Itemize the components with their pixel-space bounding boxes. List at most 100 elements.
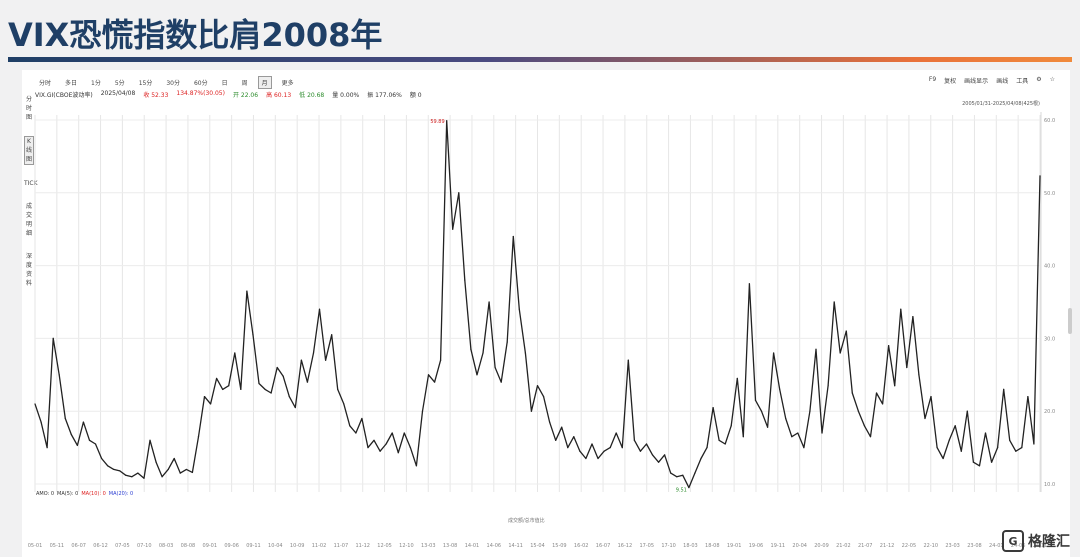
more-button[interactable]: 更多 bbox=[281, 80, 294, 87]
close-value: 收 52.33 bbox=[143, 92, 169, 99]
data-point bbox=[651, 454, 654, 456]
data-point bbox=[294, 406, 296, 409]
data-point bbox=[325, 359, 327, 361]
low-value: 低 20.68 bbox=[299, 92, 325, 99]
period-button-selected[interactable]: 月 bbox=[257, 76, 272, 89]
x-tick-label: 12-10 bbox=[399, 543, 414, 549]
data-point bbox=[960, 450, 962, 452]
data-point bbox=[779, 388, 781, 390]
x-tick-label: 23-08 bbox=[967, 543, 982, 549]
data-point bbox=[246, 290, 248, 292]
data-point bbox=[833, 301, 835, 303]
side-tool-kline[interactable]: K线图 bbox=[24, 136, 34, 165]
data-point bbox=[1003, 388, 1005, 390]
side-tool-tick[interactable]: TICK bbox=[24, 180, 38, 187]
y-tick-label: 40.0 bbox=[1044, 264, 1055, 270]
x-tick-label: 22-10 bbox=[923, 543, 938, 549]
bottom-indicator-label: 成交额/总市值比 bbox=[508, 518, 545, 524]
data-point bbox=[930, 396, 932, 398]
data-point bbox=[954, 425, 956, 427]
data-point bbox=[70, 433, 72, 436]
data-point bbox=[331, 334, 333, 336]
data-point bbox=[264, 388, 266, 390]
favorite-icon[interactable]: ☆ bbox=[1049, 76, 1055, 83]
drawing-button[interactable]: 画线 bbox=[996, 78, 1009, 85]
data-point bbox=[1033, 443, 1035, 445]
period-button[interactable]: 分时 bbox=[39, 80, 52, 87]
data-point bbox=[966, 410, 968, 412]
period-button[interactable]: 日 bbox=[221, 80, 228, 87]
adjust-button[interactable]: 复权 bbox=[944, 78, 957, 85]
data-point bbox=[815, 348, 817, 350]
data-point bbox=[258, 382, 260, 385]
data-point bbox=[948, 439, 950, 441]
data-point bbox=[367, 447, 369, 449]
period-button[interactable]: 5分 bbox=[114, 80, 125, 87]
x-tick-label: 14-01 bbox=[465, 543, 480, 549]
x-tick-label: 19-11 bbox=[771, 543, 786, 549]
data-point bbox=[343, 403, 345, 405]
side-tool-depth[interactable]: 深度资料 bbox=[25, 253, 32, 287]
data-point bbox=[730, 425, 732, 427]
data-point bbox=[337, 388, 339, 390]
data-point bbox=[64, 417, 66, 420]
data-point bbox=[803, 447, 805, 449]
period-button[interactable]: 30分 bbox=[166, 80, 180, 87]
data-point bbox=[288, 396, 290, 398]
data-point bbox=[409, 447, 411, 449]
x-tick-label: 08-08 bbox=[181, 543, 196, 549]
data-point bbox=[58, 374, 60, 376]
data-point bbox=[234, 352, 236, 354]
x-tick-label: 14-06 bbox=[487, 543, 502, 549]
x-tick-label: 13-08 bbox=[443, 543, 458, 549]
x-tick-label: 22-05 bbox=[902, 543, 917, 549]
data-point bbox=[942, 457, 944, 460]
data-point bbox=[203, 396, 206, 398]
period-button[interactable]: 1分 bbox=[91, 80, 101, 87]
x-tick-label: 24-06 bbox=[1011, 543, 1026, 549]
data-point bbox=[100, 457, 103, 460]
x-tick-label: 09-06 bbox=[224, 543, 239, 549]
scroll-handle[interactable] bbox=[1068, 308, 1072, 334]
data-point bbox=[500, 381, 502, 383]
side-tool-trades[interactable]: 成交明细 bbox=[25, 203, 32, 237]
watermark: G 格隆汇 bbox=[1002, 530, 1070, 552]
data-point bbox=[682, 474, 684, 476]
x-tick-label: 06-12 bbox=[93, 543, 108, 549]
side-tool-intraday[interactable]: 分时图 bbox=[25, 96, 32, 121]
data-point bbox=[415, 465, 418, 467]
period-button[interactable]: 周 bbox=[241, 80, 248, 87]
right-toolbar: F9 复权 画线显示 画线 工具 ⚙ ☆ bbox=[929, 76, 1055, 85]
data-point bbox=[179, 472, 181, 474]
data-point bbox=[773, 352, 775, 354]
data-point bbox=[306, 381, 309, 383]
period-button[interactable]: 60分 bbox=[193, 80, 208, 87]
x-tick-label: 24-11 bbox=[1033, 543, 1048, 549]
open-value: 开 22.06 bbox=[232, 92, 259, 99]
ma20-label: MA(20): 0 bbox=[108, 491, 134, 497]
data-point bbox=[46, 447, 48, 449]
data-point bbox=[107, 465, 109, 467]
x-tick-label: 09-11 bbox=[246, 543, 261, 549]
drawing-display-button[interactable]: 画线显示 bbox=[964, 78, 989, 85]
tools-button[interactable]: 工具 bbox=[1016, 78, 1029, 85]
data-point bbox=[906, 366, 908, 369]
amo-label: AMO: 0 bbox=[36, 491, 55, 497]
data-point bbox=[664, 454, 666, 456]
data-point bbox=[851, 392, 853, 394]
data-point bbox=[530, 410, 533, 412]
data-point bbox=[1027, 396, 1029, 398]
data-point bbox=[143, 477, 145, 479]
period-button[interactable]: 15分 bbox=[138, 80, 153, 87]
x-tick-label: 21-07 bbox=[858, 543, 873, 549]
settings-icon[interactable]: ⚙ bbox=[1036, 76, 1042, 83]
x-tick-label: 18-08 bbox=[705, 543, 720, 549]
f9-button[interactable]: F9 bbox=[928, 76, 937, 83]
data-point bbox=[791, 436, 793, 438]
data-point bbox=[161, 476, 163, 478]
period-button[interactable]: 多日 bbox=[65, 80, 78, 87]
data-point bbox=[470, 348, 472, 350]
data-point bbox=[573, 436, 575, 438]
data-point bbox=[809, 410, 811, 412]
data-point bbox=[627, 359, 629, 361]
